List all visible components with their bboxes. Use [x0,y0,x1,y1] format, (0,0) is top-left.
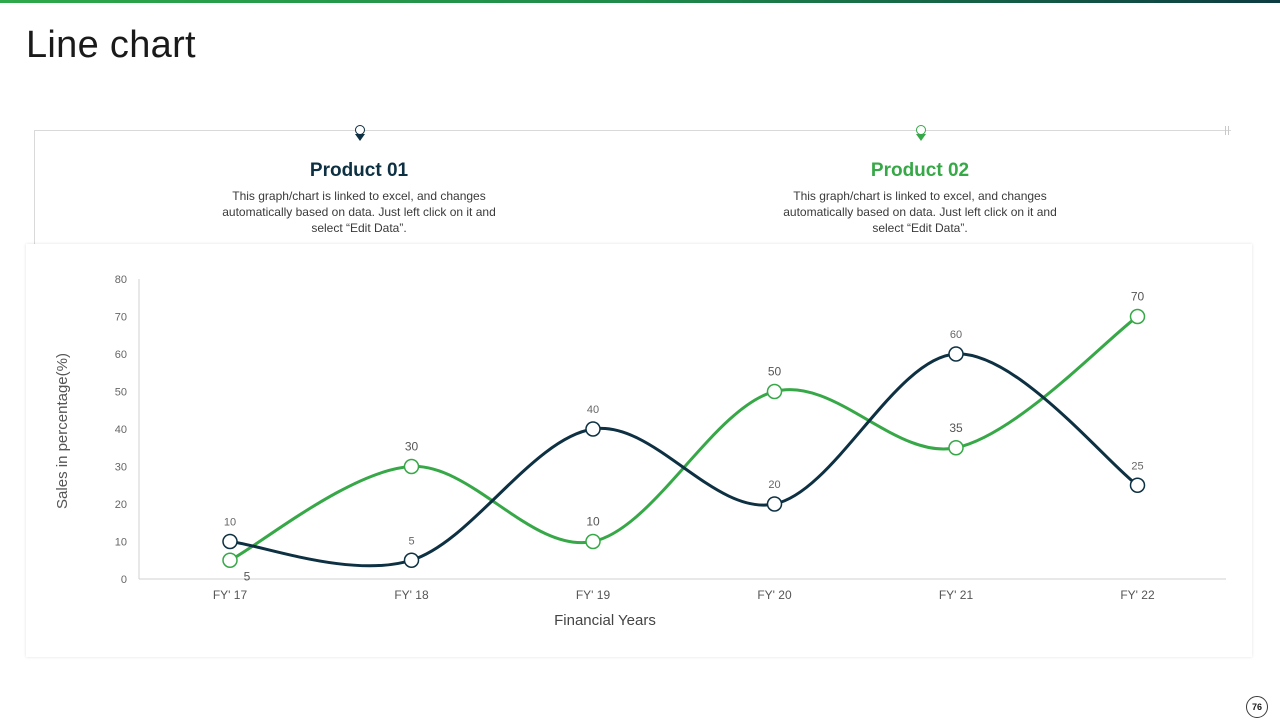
x-axis-title: Financial Years [554,612,656,629]
y-tick-label: 40 [115,424,127,436]
x-tick-label: FY' 19 [576,588,611,602]
series-2-data-label: 35 [949,421,963,435]
x-tick-label: FY' 20 [757,588,792,602]
series-1-data-label: 20 [768,479,780,491]
series-2-data-label: 5 [244,569,251,583]
series-1-data-label: 10 [224,517,236,529]
legend-frame [34,130,1231,245]
series-2-data-label: 50 [768,365,782,379]
location-pin-icon [914,125,928,143]
frame-end-marker [1224,126,1232,135]
series-1-point [766,496,783,512]
series-2-point [403,458,420,475]
product-02-title: Product 02 [870,160,970,181]
y-tick-label: 60 [115,349,127,361]
x-tick-label: FY' 17 [213,588,248,602]
location-pin-icon [353,125,367,143]
series-2-point [1129,308,1146,325]
series-1-point [222,533,238,550]
series-1-point [403,552,420,568]
x-tick-label: FY' 21 [939,588,974,602]
series-1-point [1129,477,1146,493]
y-tick-label: 0 [121,574,127,586]
series-1-data-label: 25 [1131,460,1143,472]
product-01-title: Product 01 [309,160,409,181]
product-01-description: This graph/chart is linked to excel, and… [222,189,496,235]
y-tick-label: 20 [115,499,127,511]
product-02-description: This graph/chart is linked to excel, and… [783,189,1057,235]
series-1-data-label: 60 [950,329,962,341]
series-1-point [948,346,964,362]
y-tick-label: 10 [115,537,127,549]
product-02-block: Product 02 This graph/chart is linked to… [780,160,1060,236]
series-2-data-label: 30 [405,440,419,454]
top-accent-bar [0,0,1280,3]
series-1-line [228,352,1139,568]
series-2-point [585,533,601,550]
chart-card: 0 10 20 30 40 50 60 70 80 FY' 17 FY' 18 FY' 19 FY' 2… [26,244,1252,657]
series-2-point [766,383,783,400]
line-chart[interactable]: 0 10 20 30 40 50 60 70 80 FY' 17 FY' 18 FY' 19 FY' 2… [26,244,1252,657]
series-2-line [228,315,1139,562]
y-tick-label: 80 [115,274,127,286]
series-1-data-label: 40 [587,404,599,416]
page-number-badge: 76 [1246,696,1268,718]
page-title: Line chart [26,24,196,66]
y-tick-label: 50 [115,387,127,399]
y-axis-title: Sales in percentage(%) [54,353,71,509]
series-1-data-label: 5 [408,535,414,547]
series-1-point [585,421,601,437]
x-tick-label: FY' 22 [1120,588,1155,602]
series-2-point [222,552,238,568]
product-01-block: Product 01 This graph/chart is linked to… [219,160,499,236]
y-tick-label: 70 [115,312,127,324]
series-2-data-label: 10 [586,515,600,529]
y-tick-label: 30 [115,462,127,474]
series-2-point [948,440,964,456]
x-tick-label: FY' 18 [394,588,429,602]
series-2-data-label: 70 [1131,290,1145,304]
